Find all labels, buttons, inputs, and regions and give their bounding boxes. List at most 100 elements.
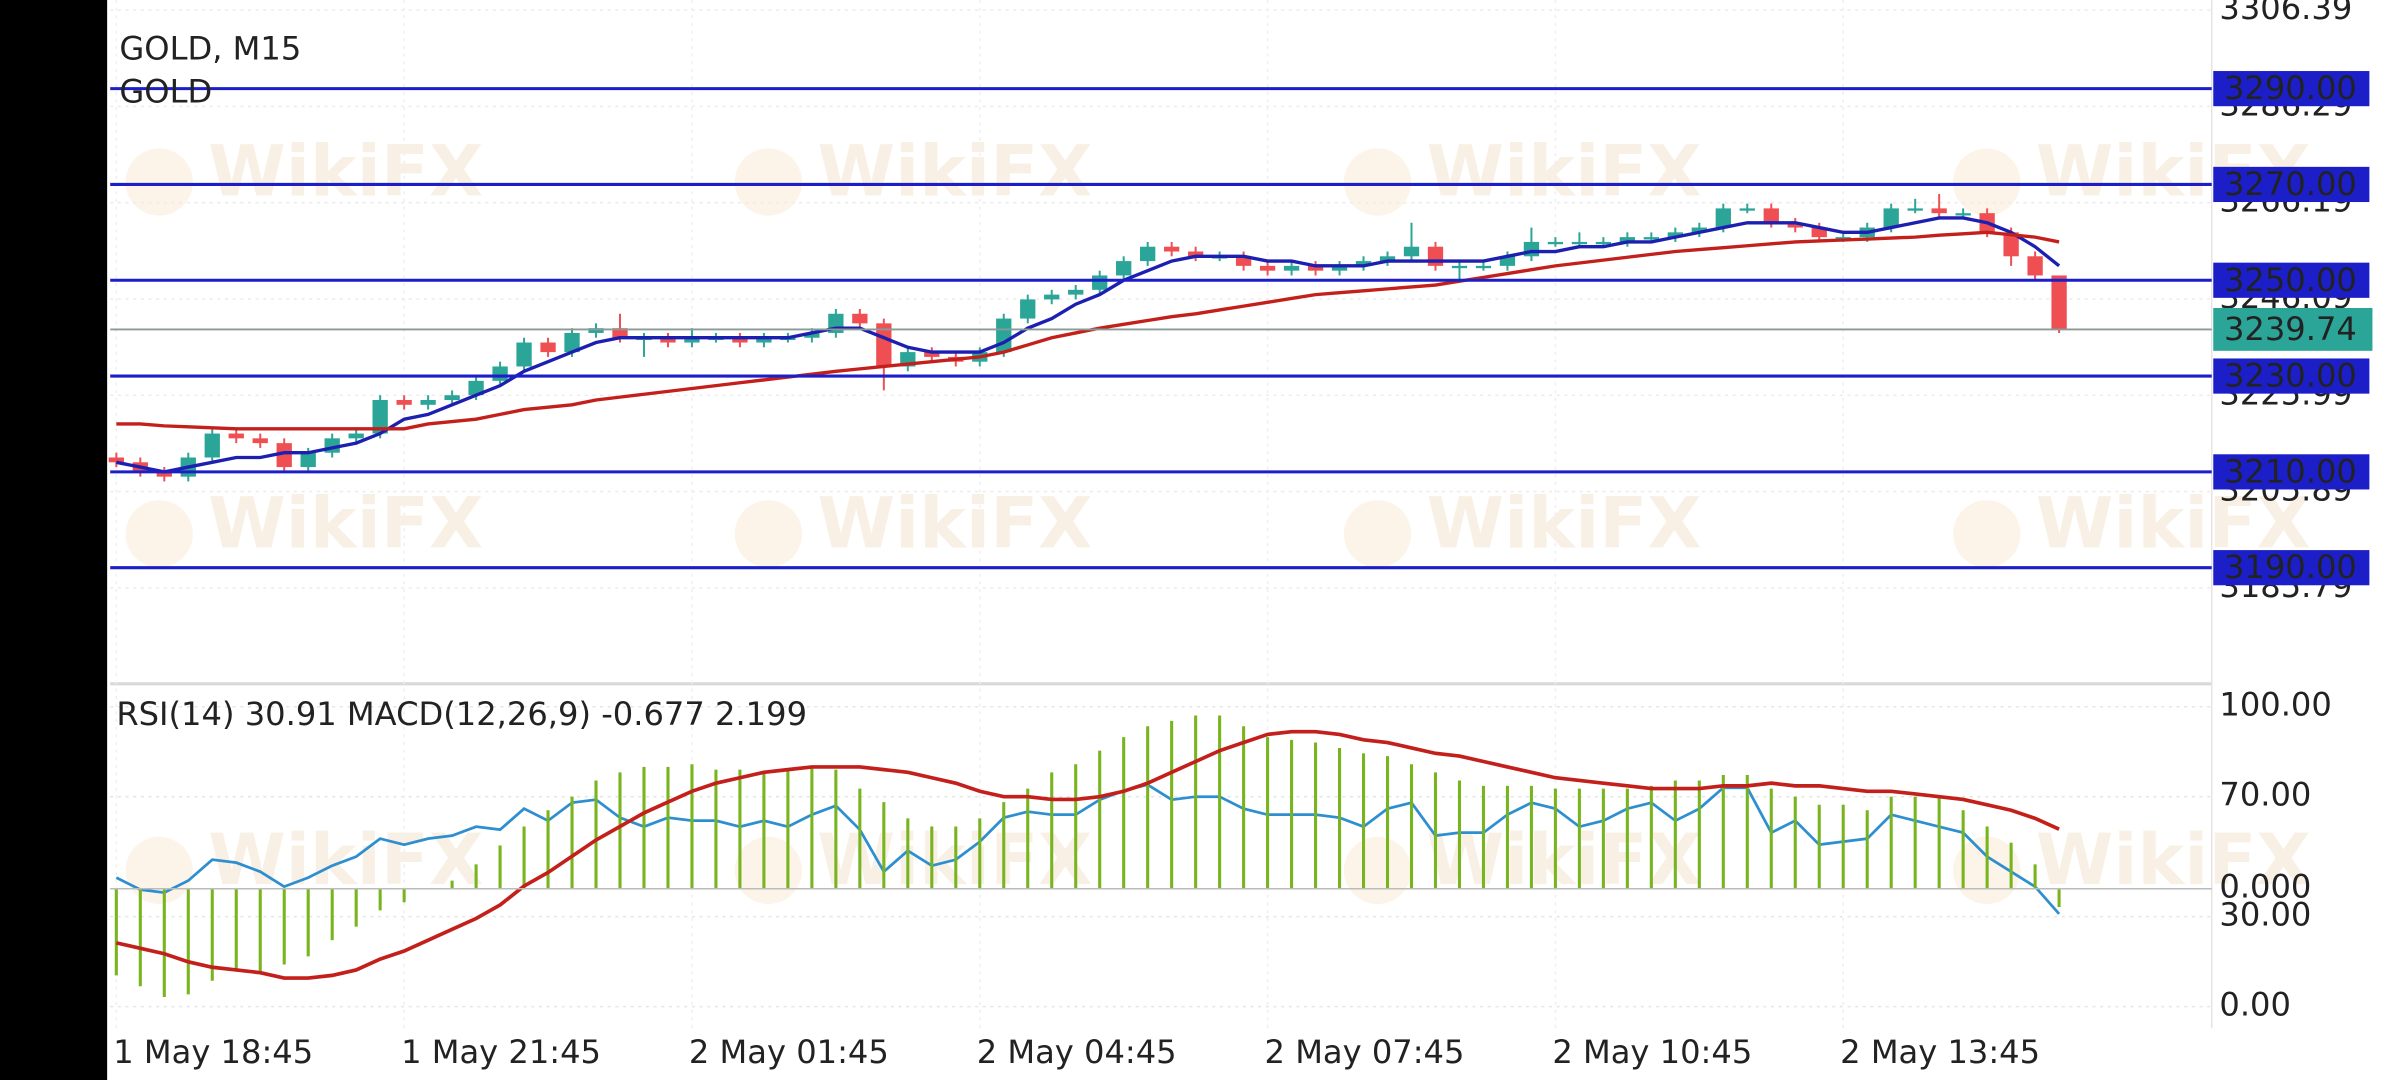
price-label-box bbox=[2213, 307, 2373, 351]
candle-body bbox=[1044, 294, 1060, 300]
symbol-name: GOLD bbox=[119, 72, 212, 110]
level-label-box bbox=[2213, 71, 2370, 107]
candle-body bbox=[348, 433, 364, 439]
price-pane[interactable] bbox=[108, 87, 2212, 570]
candle-body bbox=[924, 352, 940, 357]
level-label: 3250.00 bbox=[2224, 261, 2357, 299]
candle-body bbox=[804, 332, 820, 338]
candle-body bbox=[996, 318, 1012, 353]
level-label: 3270.00 bbox=[2224, 165, 2357, 203]
candle-body bbox=[1283, 265, 1300, 271]
x-tick-label: 2 May 10:45 bbox=[1552, 1033, 1752, 1071]
candle-body bbox=[1907, 208, 1923, 211]
candle-body bbox=[1140, 246, 1156, 262]
y-tick-label: 70.00 bbox=[2219, 776, 2311, 814]
candle-body bbox=[1092, 275, 1108, 290]
watermark: WikiFX bbox=[1427, 130, 1702, 212]
candle-body bbox=[396, 400, 412, 405]
candle-body bbox=[468, 380, 484, 396]
candle-body bbox=[1547, 241, 1564, 245]
moving-average bbox=[115, 216, 2061, 474]
candle-body bbox=[372, 400, 388, 434]
candle-body bbox=[1307, 265, 1324, 271]
indicator-pane[interactable] bbox=[110, 715, 2212, 998]
candle-body bbox=[1619, 237, 1636, 242]
candle-body bbox=[204, 433, 220, 458]
macd-value: -0.677 bbox=[601, 695, 705, 733]
candle-body bbox=[1187, 251, 1204, 257]
candle-body bbox=[1955, 213, 1971, 216]
candle-body bbox=[756, 337, 772, 343]
candle-body bbox=[156, 471, 172, 477]
level-label-box bbox=[2213, 358, 2370, 394]
candle-body bbox=[1403, 246, 1420, 257]
x-tick-label: 2 May 04:45 bbox=[977, 1033, 1177, 1071]
candle-body bbox=[1331, 265, 1348, 271]
watermark-icon bbox=[734, 836, 803, 905]
candle-body bbox=[852, 313, 868, 324]
watermark: WikiFX bbox=[817, 482, 1092, 564]
level-label: 3210.00 bbox=[2224, 452, 2357, 490]
candle-body bbox=[444, 395, 460, 401]
candle-body bbox=[420, 400, 436, 405]
candle-body bbox=[516, 342, 532, 367]
x-tick-label: 1 May 18:45 bbox=[113, 1033, 313, 1071]
y-tick-label: 30.00 bbox=[2219, 896, 2311, 934]
y-tick-label: 0.000 bbox=[2219, 868, 2311, 906]
rsi-name: RSI(14) bbox=[116, 695, 234, 733]
watermark-icon bbox=[1343, 148, 1412, 216]
candle-body bbox=[1379, 256, 1396, 262]
watermark: WikiFX bbox=[208, 482, 483, 564]
level-label-box bbox=[2213, 166, 2370, 203]
candle-body bbox=[1763, 208, 1779, 223]
price-label: 3239.74 bbox=[2224, 310, 2357, 348]
candle-body bbox=[876, 323, 892, 367]
y-tick-label: 3306.39 bbox=[2219, 0, 2352, 27]
candle-body bbox=[1427, 246, 1444, 266]
axes: 3306.393286.293266.193246.093225.993205.… bbox=[113, 0, 2373, 1071]
candle-body bbox=[1883, 208, 1899, 228]
candle-body bbox=[108, 457, 124, 463]
candle-body bbox=[300, 452, 316, 468]
watermark-icon bbox=[734, 148, 803, 216]
candle-body bbox=[1835, 237, 1851, 240]
level-label-box bbox=[2213, 262, 2370, 298]
candle-body bbox=[1739, 208, 1755, 211]
left-bar bbox=[0, 0, 108, 1080]
candle-body bbox=[1691, 227, 1707, 233]
candle-body bbox=[732, 337, 748, 343]
candle-body bbox=[1355, 261, 1372, 266]
level-label: 3190.00 bbox=[2224, 548, 2357, 586]
candle-body bbox=[492, 366, 508, 381]
watermark-icon bbox=[1953, 148, 2021, 216]
moving-average bbox=[116, 230, 2060, 431]
watermark-icon bbox=[125, 500, 193, 568]
candle-body bbox=[1164, 246, 1180, 252]
symbol-title: GOLD, M15 bbox=[119, 29, 301, 67]
candle-body bbox=[1787, 222, 1803, 228]
candle-body bbox=[2027, 256, 2043, 276]
candle-body bbox=[1068, 289, 1084, 295]
candle-body bbox=[276, 443, 292, 468]
candle-body bbox=[1667, 232, 1683, 238]
candle-body bbox=[1235, 256, 1252, 266]
watermark-icon bbox=[125, 148, 193, 216]
candle-body bbox=[1811, 227, 1827, 238]
watermark-icon bbox=[125, 836, 193, 905]
watermark-icon bbox=[1343, 500, 1412, 568]
indicator-header: RSI(14) 30.91 MACD(12,26,9) -0.677 2.199 bbox=[116, 695, 807, 733]
candle-body bbox=[1643, 237, 1659, 240]
level-label: 3290.00 bbox=[2224, 69, 2357, 107]
candle-body bbox=[1259, 265, 1276, 271]
candle-body bbox=[564, 332, 580, 353]
x-tick-label: 2 May 01:45 bbox=[689, 1033, 889, 1071]
level-label-box bbox=[2213, 454, 2370, 490]
watermark-icon bbox=[734, 500, 803, 568]
watermark: WikiFX bbox=[208, 130, 483, 212]
watermark-icon bbox=[1343, 836, 1412, 905]
watermark: WikiFX bbox=[2036, 819, 2311, 901]
x-tick-label: 2 May 07:45 bbox=[1265, 1033, 1465, 1071]
candle-body bbox=[1571, 241, 1588, 245]
